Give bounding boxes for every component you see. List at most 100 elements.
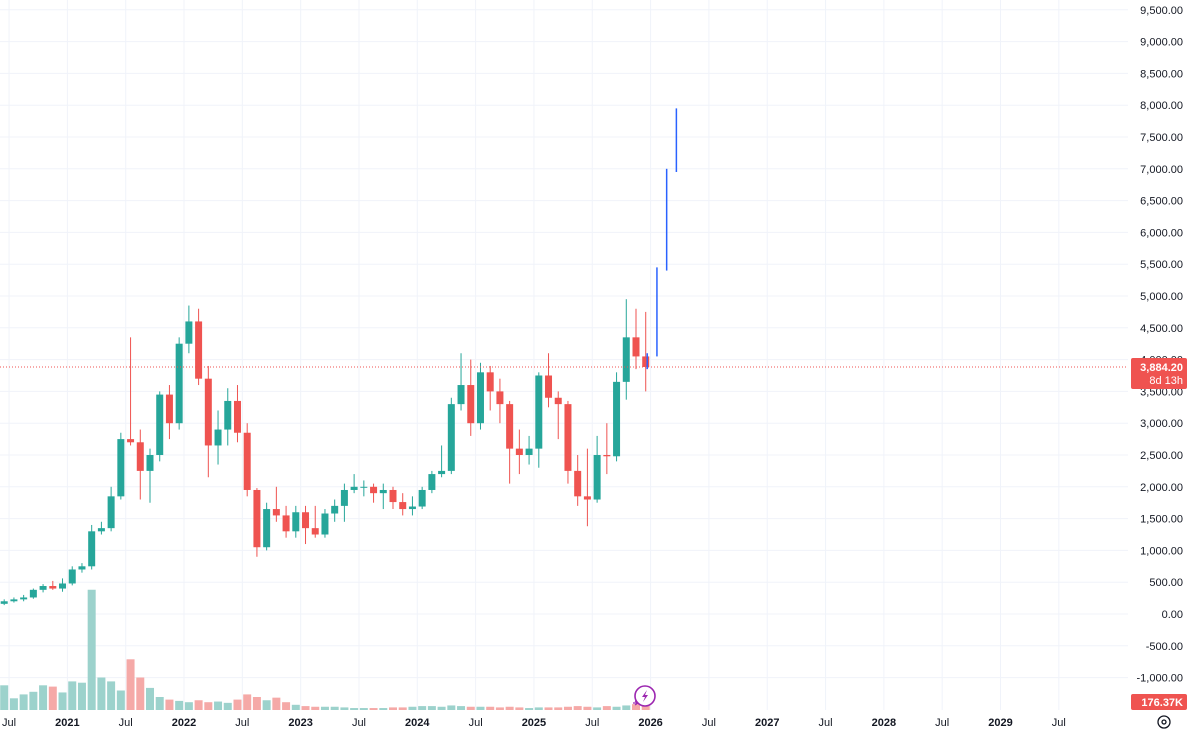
candle[interactable] <box>97 521 105 535</box>
candle[interactable] <box>593 435 601 503</box>
candle[interactable] <box>10 597 18 603</box>
volume-bar <box>165 699 174 710</box>
candle[interactable] <box>340 483 348 522</box>
candle-body <box>39 586 47 590</box>
settings-gear-icon[interactable] <box>1157 715 1171 729</box>
candle[interactable] <box>292 505 300 538</box>
candle[interactable] <box>360 480 368 497</box>
candle-body <box>195 321 203 379</box>
candle[interactable] <box>136 429 144 500</box>
candle[interactable] <box>574 455 582 506</box>
candle[interactable] <box>486 365 494 411</box>
candle[interactable] <box>632 308 640 370</box>
volume-bars <box>0 589 650 710</box>
candle-body <box>321 513 329 535</box>
candle[interactable] <box>525 435 533 465</box>
candle[interactable] <box>78 563 86 573</box>
candle[interactable] <box>418 486 426 510</box>
candle[interactable] <box>233 385 241 443</box>
candle[interactable] <box>272 486 280 522</box>
candle[interactable] <box>68 566 76 586</box>
candle[interactable] <box>535 372 543 468</box>
candle[interactable] <box>302 505 310 545</box>
candle[interactable] <box>438 445 446 478</box>
x-tick-label: Jul <box>2 717 16 729</box>
candle-body <box>496 391 504 405</box>
candle[interactable] <box>127 337 135 446</box>
candle-body <box>311 528 319 535</box>
candle[interactable] <box>49 580 57 590</box>
candle-body <box>389 489 397 503</box>
candlesticks[interactable] <box>0 299 650 606</box>
candle[interactable] <box>175 337 183 430</box>
candle[interactable] <box>515 429 523 475</box>
candle-body <box>593 455 601 500</box>
candle[interactable] <box>88 524 96 570</box>
candle[interactable] <box>29 588 37 599</box>
candle[interactable] <box>457 353 465 411</box>
candle[interactable] <box>59 578 67 592</box>
volume-bar <box>389 707 397 710</box>
candle[interactable] <box>224 388 232 446</box>
candle[interactable] <box>263 502 271 551</box>
volume-bar <box>252 697 261 710</box>
volume-bar <box>602 706 611 710</box>
candle[interactable] <box>321 509 329 538</box>
candle[interactable] <box>399 493 407 516</box>
candle[interactable] <box>253 488 261 557</box>
candle[interactable] <box>408 496 416 516</box>
x-tick-label: 2025 <box>522 717 546 729</box>
candle[interactable] <box>331 499 339 522</box>
candle[interactable] <box>214 410 222 465</box>
candle[interactable] <box>476 362 484 430</box>
candle[interactable] <box>389 486 397 510</box>
candle-body <box>632 337 640 357</box>
candle[interactable] <box>379 483 387 510</box>
candle[interactable] <box>107 486 115 532</box>
candle[interactable] <box>204 365 212 478</box>
candle[interactable] <box>117 432 125 500</box>
candle[interactable] <box>0 599 8 606</box>
candle[interactable] <box>165 385 173 440</box>
candle[interactable] <box>311 505 319 538</box>
candle[interactable] <box>39 584 47 593</box>
candle[interactable] <box>603 423 611 475</box>
lightning-bolt-icon[interactable] <box>633 685 656 707</box>
candle[interactable] <box>613 372 621 462</box>
x-tick-label: Jul <box>702 717 716 729</box>
candle[interactable] <box>447 397 455 475</box>
candle[interactable] <box>243 423 251 497</box>
x-tick-label: Jul <box>819 717 833 729</box>
candle[interactable] <box>428 470 436 494</box>
candle[interactable] <box>506 400 514 484</box>
volume-bar <box>77 682 86 710</box>
candle-body <box>214 429 222 446</box>
candle[interactable] <box>185 305 193 354</box>
y-tick-label: 7,500.00 <box>1140 132 1183 144</box>
volume-bar <box>146 687 154 710</box>
y-tick-label: 7,000.00 <box>1140 164 1183 176</box>
candle[interactable] <box>642 311 650 392</box>
candle[interactable] <box>496 378 504 424</box>
candle[interactable] <box>583 448 591 527</box>
y-tick-label: 8,500.00 <box>1140 68 1183 80</box>
candle-body <box>467 385 475 424</box>
candle[interactable] <box>146 448 154 503</box>
candle[interactable] <box>350 474 358 494</box>
candle[interactable] <box>156 391 164 462</box>
candle[interactable] <box>564 400 572 484</box>
candle[interactable] <box>554 391 562 440</box>
volume-bar <box>466 706 475 710</box>
candle[interactable] <box>545 353 553 408</box>
candle-body <box>399 502 407 510</box>
candle[interactable] <box>622 299 630 400</box>
candle[interactable] <box>20 594 28 602</box>
candle[interactable] <box>370 483 378 503</box>
candle[interactable] <box>195 308 203 386</box>
volume-bar <box>534 707 543 710</box>
x-tick-label: Jul <box>585 717 599 729</box>
candle[interactable] <box>467 359 475 436</box>
candle[interactable] <box>282 505 290 538</box>
